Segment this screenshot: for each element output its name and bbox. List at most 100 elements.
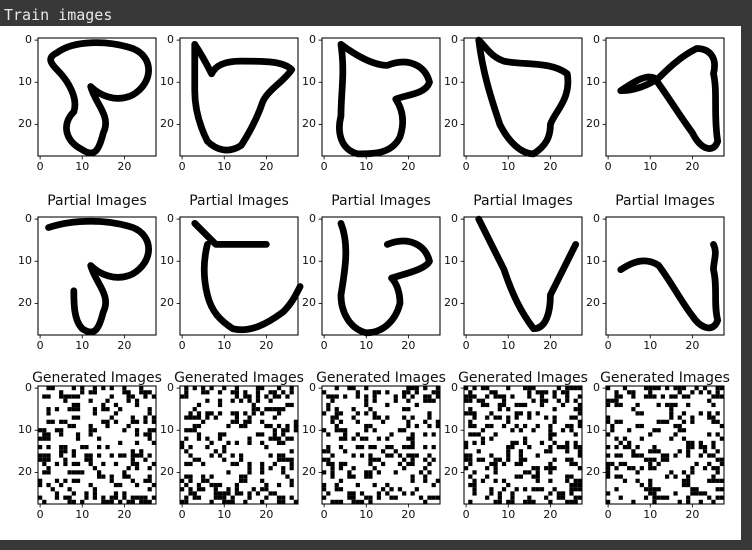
y-tick-label: 0 [167, 381, 174, 395]
y-tick-label: 20 [444, 465, 458, 479]
x-tick-label: 0 [36, 339, 44, 352]
image-panel [34, 37, 157, 160]
y-tick-label: 10 [302, 423, 316, 437]
image-panel [176, 216, 304, 339]
y-tick-label: 20 [160, 117, 174, 131]
panel-title: Generated Images [32, 370, 162, 386]
noise-pixels [322, 386, 440, 504]
x-tick-label: 10 [501, 160, 516, 173]
noise-pixels [464, 386, 582, 504]
x-tick-label: 0 [604, 160, 612, 173]
x-tick-label: 10 [75, 160, 90, 173]
digit-stroke [336, 40, 433, 158]
x-tick-label: 0 [462, 160, 470, 173]
y-tick-label: 20 [586, 296, 600, 310]
image-panel [460, 36, 583, 160]
y-tick-label: 0 [451, 381, 458, 395]
image-panel [602, 37, 725, 160]
y-tick-label: 0 [167, 212, 174, 226]
y-tick-label: 10 [160, 423, 174, 437]
x-tick-label: 10 [217, 339, 232, 352]
panel-title: Generated Images [316, 370, 446, 386]
noise-pixels [180, 386, 298, 504]
y-tick-label: 20 [18, 465, 32, 479]
digit-stroke [337, 219, 433, 337]
image-panel [34, 216, 157, 339]
panel-title: Partial Images [189, 193, 289, 209]
x-tick-label: 0 [36, 160, 44, 173]
y-tick-label: 0 [593, 212, 600, 226]
image-panel [176, 385, 299, 508]
x-tick-label: 20 [259, 339, 274, 352]
y-tick-label: 10 [302, 254, 316, 268]
x-tick-label: 20 [685, 508, 700, 521]
digit-stroke [617, 241, 722, 332]
figure-train-partial: 0 10 20 0 10 20 0 10 20 0 10 20 0 10 20 0 10 20 0 10 20 0 10 20… [0, 26, 741, 362]
x-tick-label: 0 [178, 508, 186, 521]
y-tick-label: 10 [444, 423, 458, 437]
x-tick-label: 0 [36, 508, 44, 521]
y-tick-label: 20 [18, 117, 32, 131]
y-tick-label: 10 [586, 423, 600, 437]
y-tick-label: 0 [167, 33, 174, 47]
x-tick-label: 20 [401, 508, 416, 521]
output-label: Train images [4, 6, 113, 24]
x-tick-label: 0 [320, 160, 328, 173]
x-tick-label: 20 [117, 508, 132, 521]
y-tick-label: 20 [160, 465, 174, 479]
y-tick-label: 10 [586, 254, 600, 268]
x-tick-label: 10 [217, 160, 232, 173]
figure-generated: Generated Images 0 10 20 0 10 20 Generated Imag… [0, 362, 741, 540]
y-tick-label: 10 [18, 423, 32, 437]
x-tick-label: 20 [401, 339, 416, 352]
y-tick-label: 0 [25, 212, 32, 226]
y-tick-label: 20 [18, 296, 32, 310]
x-tick-label: 20 [259, 508, 274, 521]
y-tick-label: 0 [593, 381, 600, 395]
digit-stroke [45, 217, 152, 336]
y-tick-label: 20 [586, 117, 600, 131]
image-panel [176, 37, 299, 160]
y-tick-label: 0 [25, 33, 32, 47]
y-tick-label: 10 [444, 75, 458, 89]
noise-pixels [606, 386, 724, 504]
image-panel [34, 385, 157, 508]
y-tick-label: 0 [593, 33, 600, 47]
x-tick-label: 20 [401, 160, 416, 173]
x-tick-label: 10 [501, 508, 516, 521]
y-tick-label: 0 [309, 381, 316, 395]
y-tick-label: 0 [451, 33, 458, 47]
x-tick-label: 20 [543, 160, 558, 173]
x-tick-label: 10 [643, 160, 658, 173]
x-tick-label: 0 [320, 508, 328, 521]
y-tick-label: 20 [302, 465, 316, 479]
panel-title: Partial Images [331, 193, 431, 209]
y-tick-label: 0 [451, 212, 458, 226]
x-tick-label: 0 [604, 339, 612, 352]
y-tick-label: 10 [586, 75, 600, 89]
y-tick-label: 20 [302, 296, 316, 310]
x-tick-label: 10 [359, 508, 374, 521]
x-tick-label: 20 [543, 508, 558, 521]
image-panel [460, 215, 583, 339]
panel-title: Generated Images [458, 370, 588, 386]
y-tick-label: 10 [302, 75, 316, 89]
noise-pixels [38, 386, 156, 504]
panel-title: Partial Images [473, 193, 573, 209]
digit-stroke [47, 39, 152, 157]
y-tick-label: 10 [160, 75, 174, 89]
digit-stroke [191, 219, 304, 334]
x-tick-label: 10 [643, 339, 658, 352]
x-tick-label: 0 [462, 508, 470, 521]
y-tick-label: 20 [160, 296, 174, 310]
image-panel [318, 216, 441, 339]
digit-stroke [191, 40, 296, 154]
image-panel [318, 385, 441, 508]
x-tick-label: 10 [217, 508, 232, 521]
x-tick-label: 10 [359, 160, 374, 173]
digit-stroke [475, 36, 572, 158]
panel-title: Generated Images [600, 370, 730, 386]
panel-title: Generated Images [174, 370, 304, 386]
y-tick-label: 20 [444, 296, 458, 310]
x-tick-label: 20 [685, 160, 700, 173]
